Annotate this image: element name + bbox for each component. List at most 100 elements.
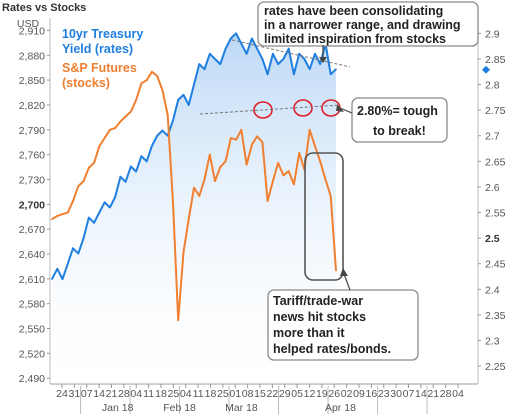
x-tick-label: 02 — [341, 388, 353, 400]
x-tick-label: 28 — [440, 388, 452, 400]
rates-data-point — [198, 63, 201, 65]
support-trend-line — [199, 104, 341, 115]
rates-data-point — [224, 47, 227, 50]
stocks-data-point — [293, 183, 295, 186]
x-tick-label: 19 — [316, 388, 328, 400]
stocks-data-point — [308, 129, 311, 131]
rates-data-point — [98, 211, 101, 214]
rates-data-point — [82, 237, 85, 239]
arrow-right — [339, 107, 353, 114]
stocks-data-point — [135, 99, 137, 101]
rates-data-point — [61, 278, 64, 280]
rates-data-point — [272, 53, 274, 55]
annotation-right-box — [351, 97, 448, 143]
stocks-data-point — [82, 180, 85, 182]
stocks-data-point — [72, 200, 74, 202]
rates-data-point — [103, 201, 106, 204]
rates-data-point — [135, 170, 137, 173]
stocks-data-point — [109, 129, 111, 131]
stocks-data-point — [224, 160, 227, 163]
rates-data-point — [256, 47, 258, 50]
x-tick-label: 25 — [217, 388, 229, 400]
y-left-tick-label: 2,580 — [19, 299, 45, 311]
x-tick-label: 05 — [291, 388, 303, 400]
stocks-data-point — [166, 114, 169, 116]
rates-data-point — [177, 99, 179, 101]
y-right-tick-label: 2.6 — [485, 182, 500, 194]
rates-data-point — [314, 53, 316, 55]
x-tick-label: 23 — [378, 388, 390, 400]
legend-rates-line1: 10yr Treasury — [62, 27, 143, 41]
rates-data-point — [119, 175, 122, 178]
stocks-data-point — [266, 200, 269, 202]
y-left-tick-label: 2,910 — [19, 25, 45, 37]
legend-rates-line2: Yield (rates) — [62, 42, 133, 56]
rates-data-point — [293, 73, 295, 76]
x-tick-label: 29 — [279, 388, 291, 400]
right-axis-marker — [482, 65, 490, 74]
stocks-data-point — [245, 163, 248, 166]
rates-data-point — [240, 42, 243, 45]
rates-data-point — [51, 278, 53, 280]
x-tick-label: 15 — [254, 388, 266, 400]
stocks-data-point — [314, 145, 316, 148]
y-left-tick-label: 2,670 — [19, 224, 45, 236]
rates-data-point — [235, 32, 237, 35]
y-left-tick-label: 2,760 — [19, 150, 45, 162]
rates-data-point — [56, 268, 59, 270]
y-left-tick-label: 2,700 — [19, 199, 45, 211]
y-right-tick-label: 2.65 — [485, 156, 506, 168]
y-left-tick-label: 2,820 — [19, 100, 45, 112]
x-tick-label: 04 — [180, 388, 192, 400]
rates-data-point — [251, 37, 253, 40]
rates-data-point — [245, 53, 248, 55]
stocks-data-point — [256, 135, 258, 138]
rates-data-point — [277, 63, 279, 65]
stocks-data-point — [193, 187, 195, 189]
rates-data-point — [151, 145, 153, 147]
y-right-tick-label: 2.5 — [485, 233, 500, 245]
annotation-bottom-line4: helped rates/bonds. — [273, 342, 391, 356]
x-tick-label: 16 — [366, 388, 378, 400]
x-tick-label: 07 — [403, 388, 415, 400]
rates-data-point — [182, 94, 185, 96]
stocks-data-point — [145, 79, 148, 81]
y-left-tick-label: 2,850 — [19, 75, 45, 87]
rates-data-point — [329, 73, 332, 76]
arrow-right-head — [336, 104, 344, 112]
rates-data-point — [145, 160, 148, 163]
rates-data-point — [161, 129, 164, 132]
rates-data-point — [67, 262, 69, 265]
rates-data-point — [187, 104, 190, 106]
stocks-data-point — [329, 195, 332, 197]
x-tick-label: 11 — [143, 388, 154, 400]
y-right-tick-label: 2.3 — [485, 335, 500, 347]
x-tick-label: 08 — [242, 388, 254, 400]
y-right-tick-label: 2.85 — [485, 54, 506, 66]
rates-data-point — [303, 58, 306, 60]
stocks-data-point — [319, 160, 322, 163]
x-tick-label: 21 — [427, 388, 439, 400]
chart-title: Rates vs Stocks — [2, 2, 86, 14]
stock-drop-highlight-box — [304, 152, 344, 281]
annotation-right-line1: 2.80%= tough — [357, 104, 438, 118]
rates-data-point — [335, 68, 337, 70]
rates-data-point — [124, 181, 127, 183]
stocks-data-point — [240, 129, 243, 131]
rates-data-point — [156, 134, 158, 137]
stocks-data-point — [198, 195, 201, 197]
x-tick-label: 21 — [106, 388, 118, 400]
stocks-data-point — [251, 143, 253, 146]
resistance-trend-line — [231, 39, 351, 68]
y-left-tick-label: 2,490 — [19, 373, 45, 385]
x-tick-label: 24 — [56, 388, 68, 400]
x-tick-label: 14 — [93, 388, 105, 400]
stocks-data-point — [335, 269, 337, 272]
rates-data-point — [114, 196, 116, 198]
y-right-tick-label: 2.4 — [485, 284, 500, 296]
x-tick-label: 09 — [353, 388, 365, 400]
y-right-tick-label: 2.25 — [485, 361, 506, 373]
y-right-tick-label: 2.35 — [485, 310, 506, 322]
